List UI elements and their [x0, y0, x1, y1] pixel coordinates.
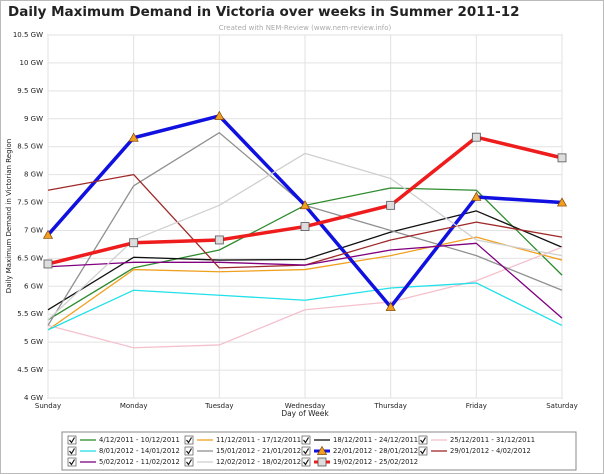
legend-checkbox[interactable] [67, 457, 77, 467]
series-line [47, 236, 563, 331]
legend-label: 11/12/2011 - 17/12/2011 [216, 436, 301, 444]
triangle-marker [42, 229, 54, 239]
y-tick-label: 8 GW [24, 171, 43, 179]
legend-check [186, 459, 193, 466]
legend-checkbox[interactable] [184, 446, 194, 456]
square-marker [214, 235, 224, 245]
square-marker [317, 457, 327, 467]
y-tick-label: 7.5 GW [17, 199, 43, 207]
y-tick-label: 10 GW [20, 59, 44, 67]
triangle-marker [128, 132, 139, 142]
legend-label: 4/12/2011 - 10/12/2011 [99, 436, 180, 444]
x-tick-label: Friday [466, 402, 487, 410]
y-tick-label: 4.5 GW [17, 366, 43, 374]
y-tick-label: 9.5 GW [17, 87, 43, 95]
y-tick-label: 4 GW [24, 394, 43, 402]
x-tick-label: Sunday [35, 402, 61, 410]
legend-check [69, 459, 76, 466]
triangle-marker [471, 191, 482, 201]
y-tick-label: 7 GW [24, 226, 43, 234]
legend-checkbox[interactable] [418, 435, 428, 445]
legend-check [420, 437, 427, 444]
series-line [47, 242, 563, 319]
legend-check [186, 437, 193, 444]
legend-checkbox[interactable] [67, 435, 77, 445]
y-tick-label: 8.5 GW [17, 143, 43, 151]
legend-checkbox[interactable] [418, 446, 428, 456]
legend-check [303, 459, 310, 466]
legend-label: 25/12/2011 - 31/12/2011 [450, 436, 535, 444]
x-tick-label: Saturday [546, 402, 578, 410]
legend-check [420, 448, 427, 455]
legend-label: 5/02/2012 - 11/02/2012 [99, 458, 180, 466]
y-tick-label: 10.5 GW [13, 31, 43, 39]
square-marker [300, 222, 310, 231]
square-marker [386, 200, 396, 210]
legend-label: 29/01/2012 - 4/02/2012 [450, 447, 531, 455]
triangle-marker [316, 445, 328, 455]
series-line [47, 210, 563, 311]
legend-checkbox[interactable] [184, 435, 194, 445]
legend-label: 18/12/2011 - 24/12/2011 [333, 436, 418, 444]
square-marker [471, 132, 481, 142]
legend-checkbox[interactable] [67, 446, 77, 456]
legend-label: 8/01/2012 - 14/01/2012 [99, 447, 180, 455]
legend-check [69, 437, 76, 444]
y-axis-label: Daily Maximum Demand in Victorian Region [5, 139, 13, 293]
chart-subtitle: Created with NEM-Review (www.nem-review.… [219, 24, 392, 32]
x-axis-label: Day of Week [281, 409, 329, 418]
legend-checkbox[interactable] [301, 457, 311, 467]
series-line [47, 246, 563, 349]
legend-label: 22/01/2012 - 28/01/2012 [333, 447, 418, 455]
y-tick-label: 9 GW [24, 115, 43, 123]
triangle-marker [214, 110, 225, 120]
triangle-marker [299, 200, 311, 210]
x-tick-label: Monday [120, 402, 148, 410]
x-tick-label: Wednesday [285, 402, 326, 410]
x-tick-label: Thursday [373, 402, 407, 410]
legend-checkbox[interactable] [184, 457, 194, 467]
legend-checkbox[interactable] [301, 446, 311, 456]
chart-title: Daily Maximum Demand in Victoria over we… [8, 4, 519, 20]
y-tick-label: 5 GW [24, 338, 43, 346]
legend-check [303, 437, 310, 444]
triangle-marker [385, 301, 396, 311]
square-marker [129, 238, 139, 248]
legend-label: 15/01/2012 - 21/01/2012 [216, 447, 301, 455]
triangle-marker [556, 197, 568, 207]
square-marker [557, 153, 567, 163]
legend-check [186, 448, 193, 455]
legend-checkbox[interactable] [301, 435, 311, 445]
y-tick-label: 6.5 GW [17, 254, 43, 262]
legend-label: 12/02/2012 - 18/02/2012 [216, 458, 301, 466]
square-marker [43, 259, 53, 269]
y-tick-label: 6 GW [24, 282, 43, 290]
legend-label: 19/02/2012 - 25/02/2012 [333, 458, 418, 466]
y-tick-label: 5.5 GW [17, 310, 43, 318]
legend-check [69, 448, 76, 455]
legend-check [303, 448, 310, 455]
x-tick-label: Tuesday [204, 402, 233, 410]
series-line [47, 282, 563, 331]
